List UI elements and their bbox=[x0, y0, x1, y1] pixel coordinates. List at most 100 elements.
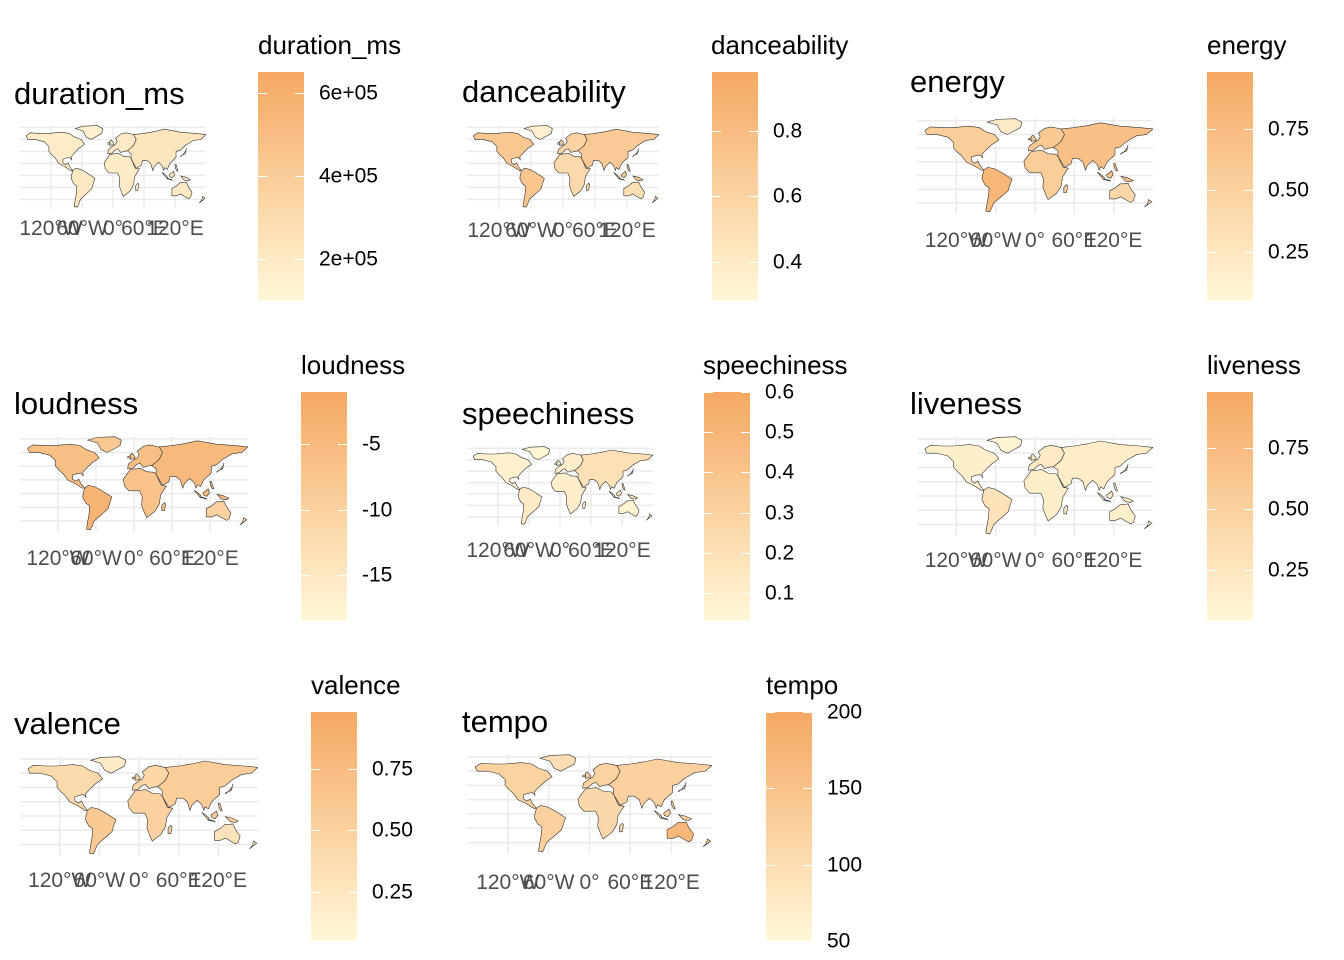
region-north-america bbox=[473, 131, 535, 171]
world-map bbox=[20, 756, 258, 856]
legend-tick-mark bbox=[766, 941, 775, 942]
x-tick-label: 0° bbox=[1024, 549, 1046, 572]
region-asia-island bbox=[661, 817, 669, 821]
legend-tick-mark bbox=[295, 259, 304, 261]
legend-tick-label: 100 bbox=[827, 853, 863, 877]
legend-tick-mark bbox=[749, 130, 758, 132]
legend-tick-mark bbox=[1244, 508, 1253, 510]
region-south-america bbox=[534, 805, 567, 853]
legend-tick-mark bbox=[311, 830, 320, 832]
legend-tick-mark bbox=[301, 444, 310, 446]
legend-tick-mark bbox=[704, 512, 713, 514]
region-asia-island bbox=[200, 496, 208, 500]
legend-title: danceability bbox=[711, 30, 849, 60]
x-tick-label: 60°E bbox=[1051, 549, 1098, 572]
legend-tick-mark bbox=[766, 788, 775, 790]
legend-colorbar bbox=[712, 72, 758, 301]
region-asia-island bbox=[202, 488, 210, 497]
legend-title: loudness bbox=[301, 350, 406, 380]
region-asia-island bbox=[1120, 496, 1134, 503]
region-australia bbox=[623, 181, 645, 200]
legend-tick-mark bbox=[301, 509, 310, 511]
legend-tick-mark bbox=[741, 552, 750, 554]
region-australia-island bbox=[199, 195, 206, 204]
legend-tick-label: 0.75 bbox=[372, 757, 413, 781]
region-asia bbox=[577, 128, 659, 172]
region-europe-island bbox=[134, 773, 141, 781]
region-asia-island bbox=[653, 810, 662, 819]
x-tick-label: 120°W bbox=[924, 229, 988, 252]
world-map bbox=[467, 754, 712, 854]
x-tick-label: 0° bbox=[579, 871, 600, 894]
region-africa bbox=[1023, 149, 1069, 201]
legend-tick-label: -10 bbox=[362, 498, 393, 522]
legend-tick-label: 4e+05 bbox=[319, 164, 378, 188]
region-africa bbox=[127, 789, 174, 842]
region-greenland bbox=[521, 446, 551, 461]
x-tick-label: 0° bbox=[128, 869, 150, 892]
x-tick-label: 120°W bbox=[19, 217, 83, 240]
world-map bbox=[467, 446, 653, 526]
x-tick-label: 60°E bbox=[149, 547, 195, 570]
legend-tick-mark bbox=[712, 196, 721, 198]
legend-tick-label: 0.25 bbox=[1268, 558, 1309, 582]
region-asia-island bbox=[224, 783, 234, 795]
region-africa bbox=[577, 787, 625, 840]
legend-title: liveness bbox=[1207, 350, 1301, 380]
region-asia-island bbox=[615, 489, 622, 497]
x-tick-label: 120°E bbox=[593, 539, 651, 562]
region-africa-island bbox=[1063, 184, 1069, 194]
region-asia-island bbox=[1113, 482, 1119, 492]
region-asia-island bbox=[201, 812, 210, 821]
x-tick-label: 60°W bbox=[505, 219, 557, 242]
legend-tick-mark bbox=[766, 712, 775, 713]
region-greenland bbox=[89, 756, 127, 774]
legend-tick-mark bbox=[749, 196, 758, 198]
legend-tick-label: 0.2 bbox=[765, 541, 795, 565]
legend-tick-mark bbox=[712, 130, 721, 132]
region-north-america bbox=[27, 764, 104, 811]
legend-tick-label: 0.6 bbox=[773, 184, 803, 208]
region-asia-island bbox=[632, 175, 644, 182]
legend-tick-mark bbox=[704, 432, 713, 434]
region-asia-island bbox=[670, 800, 676, 810]
region-australia bbox=[1109, 182, 1136, 203]
legend-tick-mark bbox=[1207, 128, 1216, 130]
region-asia bbox=[1052, 122, 1153, 171]
region-north-america bbox=[27, 443, 100, 489]
region-asia-island bbox=[626, 164, 631, 172]
legend-title: valence bbox=[311, 670, 401, 700]
region-asia-island bbox=[193, 489, 202, 499]
x-tick-label: 60°W bbox=[56, 217, 108, 240]
world-map bbox=[467, 125, 659, 209]
region-north-america bbox=[472, 452, 533, 490]
legend-colorbar bbox=[311, 712, 357, 941]
region-asia-island bbox=[614, 496, 621, 500]
x-tick-label: 60°W bbox=[522, 871, 575, 894]
region-asia-island bbox=[677, 814, 693, 821]
x-tick-label: 60°E bbox=[121, 217, 167, 240]
legend-tick-mark bbox=[704, 552, 713, 554]
region-asia-island bbox=[613, 172, 620, 180]
region-australia bbox=[214, 823, 241, 845]
region-asia bbox=[1052, 440, 1153, 492]
panel-title: loudness bbox=[14, 386, 139, 421]
region-north-america bbox=[25, 131, 86, 171]
region-africa-island bbox=[582, 500, 587, 509]
region-africa bbox=[1023, 469, 1069, 522]
region-asia-island bbox=[168, 170, 175, 179]
region-asia-island bbox=[209, 480, 215, 490]
region-africa bbox=[553, 152, 591, 197]
legend-colorbar bbox=[766, 712, 812, 941]
region-europe-island bbox=[129, 452, 136, 460]
x-tick-label: 120°E bbox=[1084, 549, 1143, 572]
x-tick-label: 60°E bbox=[155, 869, 202, 892]
region-asia bbox=[126, 128, 206, 172]
region-europe-island bbox=[557, 142, 561, 145]
legend-tick-label: 6e+05 bbox=[319, 81, 378, 105]
legend-tick-mark bbox=[1207, 251, 1216, 253]
legend-tick-mark bbox=[295, 92, 304, 94]
x-tick-label: 0° bbox=[1024, 229, 1046, 252]
legend-tick-mark bbox=[749, 261, 758, 263]
region-australia-island bbox=[702, 838, 712, 848]
